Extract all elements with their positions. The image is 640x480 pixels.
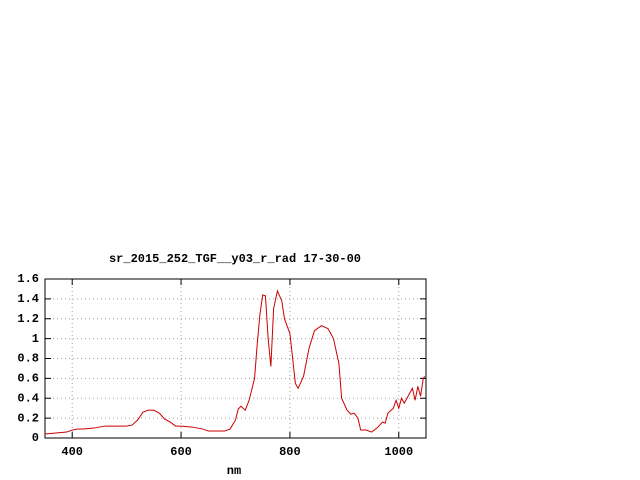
y-tick-label: 0.4 <box>17 391 39 405</box>
chart-title: sr_2015_252_TGF__y03_r_rad 17-30-00 <box>109 252 361 266</box>
x-tick-label: 600 <box>170 445 192 459</box>
x-axis-label: nm <box>227 464 241 478</box>
x-tick-label: 400 <box>61 445 83 459</box>
y-tick-label: 0.6 <box>17 372 39 386</box>
x-tick-label: 1000 <box>384 445 413 459</box>
y-tick-label: 0 <box>32 431 39 445</box>
data-line <box>44 289 426 435</box>
x-tick-label: 800 <box>279 445 301 459</box>
y-tick-label: 0.2 <box>17 411 39 425</box>
y-tick-label: 1.2 <box>17 312 39 326</box>
y-tick-label: 1.4 <box>17 292 39 306</box>
y-tick-label: 1.6 <box>17 272 39 286</box>
plot-border <box>44 278 427 439</box>
y-tick-label: 1 <box>32 332 39 346</box>
y-tick-label: 0.8 <box>17 352 39 366</box>
